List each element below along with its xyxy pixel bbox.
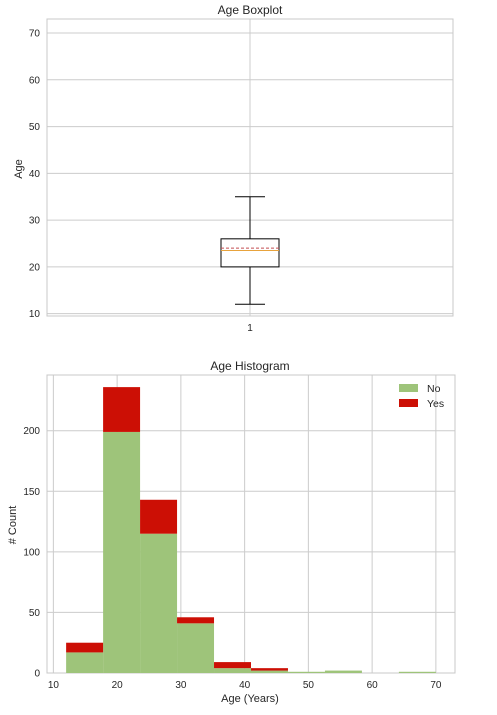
histogram-bar-no [251,670,288,673]
histogram-title: Age Histogram [210,359,289,373]
boxplot-y-tick-label: 30 [29,216,41,227]
legend-swatch-no [399,384,418,392]
boxplot-box [220,238,280,268]
histogram-bar-no [398,671,436,673]
boxplot-ticks: 10 20 30 40 50 60 70 1 [29,29,253,334]
histogram-x-axis-label: Age (Years) [221,693,279,705]
histogram-bar-no [214,668,251,673]
histogram-bar-no [177,623,215,673]
histogram-bar-yes [177,617,215,624]
boxplot-y-tick-label: 20 [29,262,41,273]
legend-label-yes: Yes [427,398,444,410]
histogram-bars [66,387,436,673]
histogram-x-tick-label: 50 [303,680,315,691]
histogram-bar-yes [214,662,251,669]
histogram-y-tick-label: 200 [23,426,40,437]
histogram-x-tick-label: 70 [430,680,442,691]
histogram-panel: Age Histogram # Count Age (Years) 0 50 100… [7,359,456,705]
boxplot-y-axis-label: Age [13,159,25,179]
histogram-bar-yes [251,668,288,671]
histogram-x-tick-label: 20 [112,680,124,691]
histogram-bar-no [324,670,362,673]
boxplot-y-tick-label: 60 [29,75,41,86]
boxplot-marks [220,196,280,305]
histogram-y-tick-label: 0 [34,669,40,680]
boxplot-y-tick-label: 10 [29,309,41,320]
boxplot-y-tick-label: 40 [29,169,41,180]
boxplot-x-tick-label: 1 [247,323,253,334]
legend-swatch-yes [399,399,418,407]
histogram-y-tick-label: 100 [23,547,40,558]
histogram-x-tick-label: 30 [175,680,187,691]
histogram-bar-yes [66,642,104,653]
histogram-bar-yes [140,499,178,534]
histogram-y-tick-label: 50 [29,608,41,619]
boxplot-y-tick-label: 50 [29,122,41,133]
histogram-bar-no [103,431,141,673]
boxplot-panel: Age Boxplot Age 10 20 30 40 50 60 70 1 [13,3,454,334]
boxplot-frame [46,18,454,317]
boxplot-grid [46,18,454,317]
histogram-bar-no [287,671,325,673]
legend-label-no: No [427,383,441,395]
histogram-y-axis-label: # Count [7,506,19,545]
histogram-y-tick-label: 150 [23,487,40,498]
histogram-x-tick-label: 60 [367,680,379,691]
histogram-ticks: 0 50 100 150 200 10 20 30 40 50 60 70 [23,426,442,691]
boxplot-title: Age Boxplot [218,3,283,17]
histogram-x-tick-label: 10 [48,680,60,691]
histogram-bar-no [66,652,104,673]
boxplot-y-tick-label: 70 [29,29,41,40]
histogram-x-tick-label: 40 [239,680,251,691]
histogram-legend: No Yes [399,383,444,410]
histogram-bar-no [140,533,178,673]
histogram-bar-yes [103,387,141,432]
